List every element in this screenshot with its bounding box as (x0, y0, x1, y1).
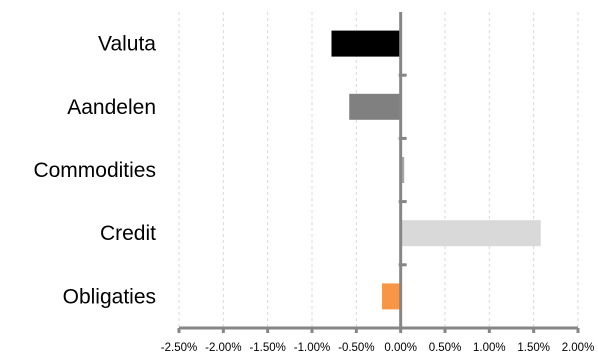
x-tick-label-9: 2.00% (562, 342, 595, 354)
bar-aandelen (349, 93, 401, 120)
category-labels: Valuta Aandelen Commodities Credit Obligatie… (33, 33, 156, 309)
x-tick-label-8: 1.50% (517, 342, 550, 354)
x-tick-label-7: 1.00% (473, 342, 506, 354)
x-tick-label-2: -1.50% (249, 342, 285, 354)
category-label-obligaties: Obligaties (63, 285, 156, 308)
bar-valuta (331, 30, 401, 57)
gridlines (178, 12, 579, 328)
bars (331, 30, 541, 310)
category-label-commodities: Commodities (33, 159, 156, 182)
x-tick-labels: -2.50% -2.00% -1.50% -1.00% -0.50% 0.00% 0.50%… (161, 342, 595, 354)
bar-obligaties (382, 283, 401, 310)
tick-marks (177, 73, 580, 333)
x-tick-label-6: 0.50% (429, 342, 462, 354)
category-label-valuta: Valuta (98, 33, 156, 56)
x-tick-label-3: -1.00% (294, 342, 330, 354)
x-tick-label-4: -0.50% (338, 342, 374, 354)
bar-credit (400, 220, 541, 247)
category-label-credit: Credit (100, 222, 156, 245)
x-tick-label-5: 0.00% (384, 342, 417, 354)
bar-commodities (400, 157, 405, 183)
x-tick-label-0: -2.50% (161, 342, 197, 354)
x-tick-label-1: -2.00% (205, 342, 241, 354)
category-label-aandelen: Aandelen (67, 96, 156, 119)
axes (179, 12, 578, 330)
